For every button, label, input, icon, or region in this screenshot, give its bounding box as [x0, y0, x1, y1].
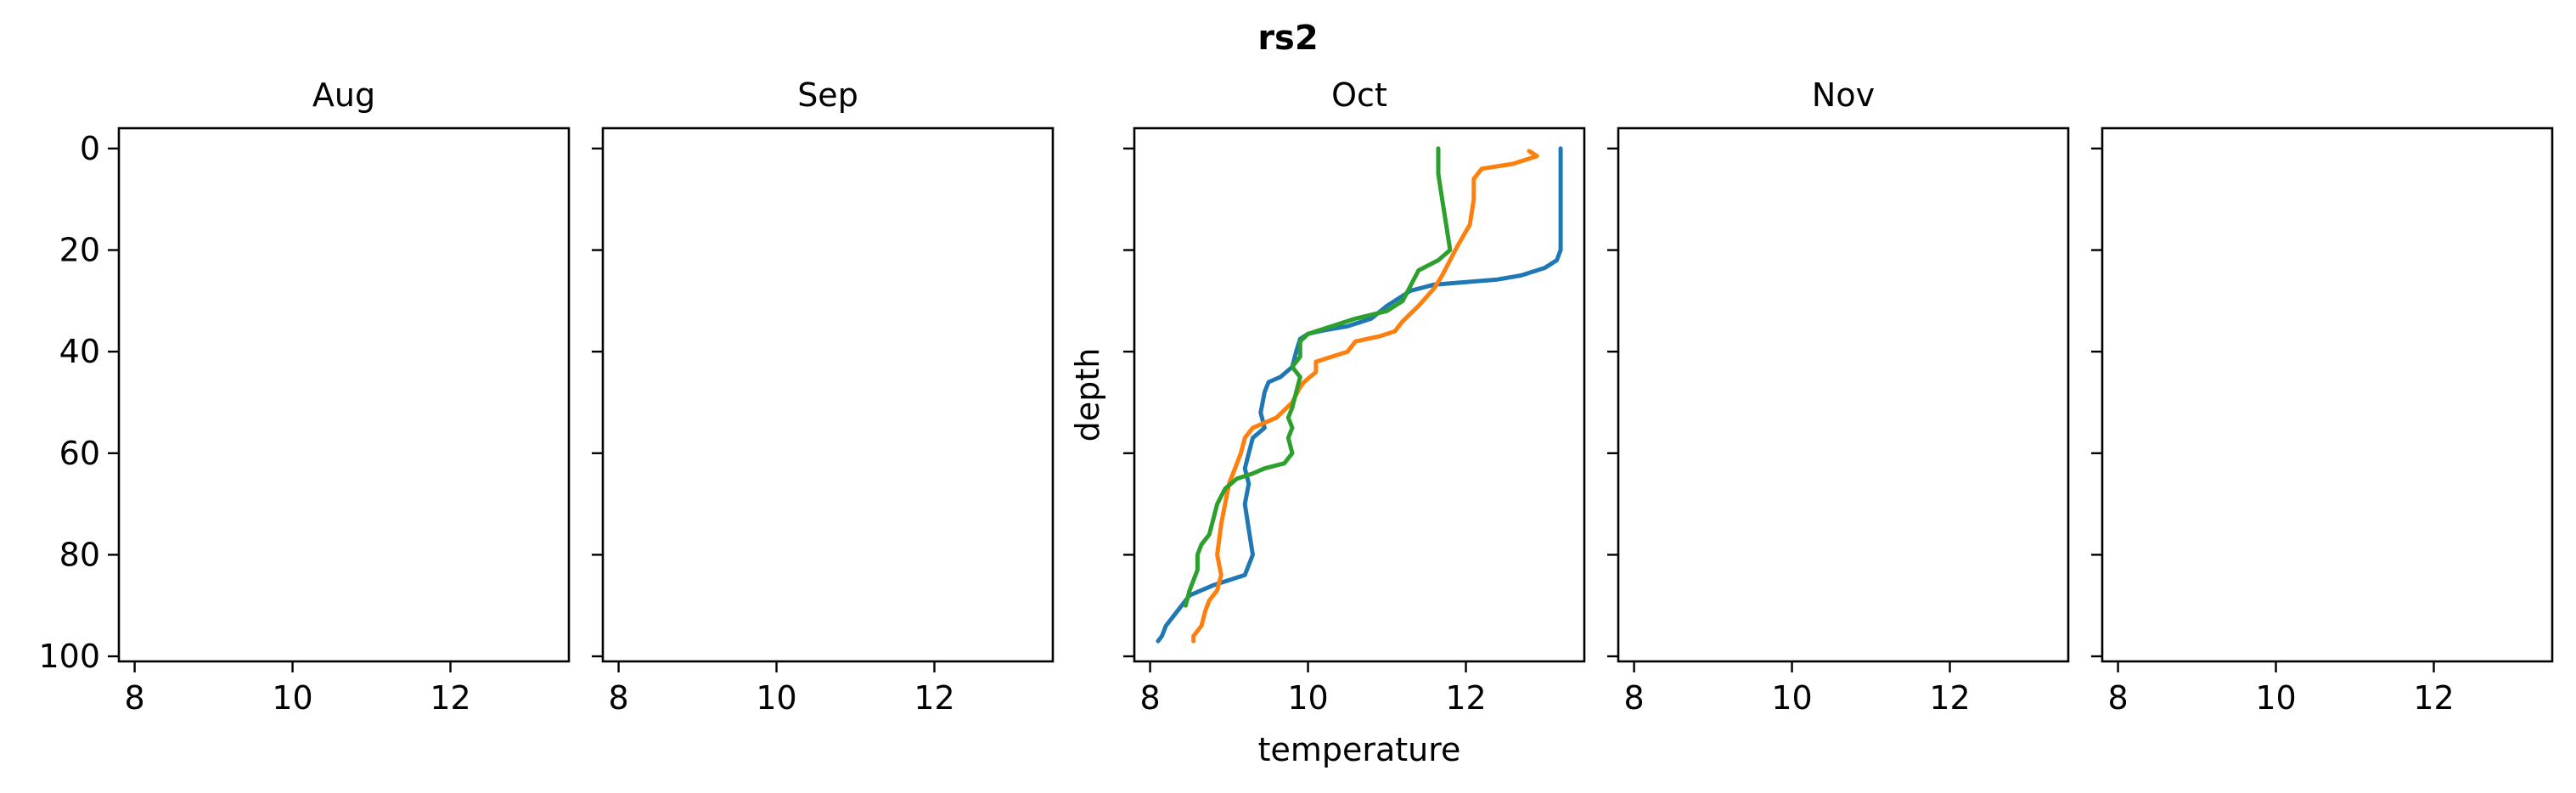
x-tick-label: 12: [1929, 679, 1970, 717]
x-tick-label: 12: [1445, 679, 1486, 717]
y-tick-label: 20: [59, 232, 100, 269]
x-tick-label: 10: [1287, 679, 1328, 717]
x-tick-label: 10: [2255, 679, 2296, 717]
y-tick-label: 40: [59, 333, 100, 370]
panel-nov: Nov 8 10 12: [1607, 76, 2070, 717]
panels: Aug 8 10 12 0 20 40 60 80 100 Sep 8 10 12 Oct 8 10 12 temp…: [38, 76, 2554, 768]
y-tick-label: 0: [80, 130, 100, 167]
panel-title: Oct: [1331, 76, 1387, 114]
series-line-3: [1183, 146, 1453, 608]
figure-title: rs2: [1257, 19, 1318, 58]
y-tick-label: 100: [38, 638, 100, 675]
panel-title: Nov: [1812, 76, 1875, 114]
axes-frame: [1133, 127, 1586, 663]
panel-title: Aug: [312, 76, 375, 114]
axes-frame: [601, 127, 1055, 663]
x-tick-label: 10: [1771, 679, 1812, 717]
x-axis-label: temperature: [1258, 731, 1461, 768]
panel-title: Sep: [797, 76, 858, 114]
series-line-2: [1191, 149, 1539, 644]
y-tick-label: 60: [59, 435, 100, 472]
axes-frame: [117, 127, 571, 663]
x-tick-label: 8: [2108, 679, 2129, 717]
panel-aug: Aug 8 10 12 0 20 40 60 80 100: [38, 76, 571, 717]
x-tick-label: 12: [914, 679, 954, 717]
x-tick-label: 10: [756, 679, 796, 717]
panel-sep: Sep 8 10 12: [592, 76, 1055, 717]
x-tick-label: 8: [1624, 679, 1645, 717]
y-axis-label: depth: [1069, 348, 1106, 442]
panel-oct: Oct 8 10 12 temperature depth: [1069, 76, 1586, 768]
x-tick-label: 8: [609, 679, 629, 717]
x-tick-label: 12: [2413, 679, 2454, 717]
y-tick-label: 80: [59, 536, 100, 573]
x-tick-label: 8: [125, 679, 145, 717]
panel-5: 8 10 12: [2091, 127, 2554, 717]
x-tick-label: 12: [430, 679, 470, 717]
x-tick-label: 8: [1140, 679, 1161, 717]
axes-frame: [1617, 127, 2070, 663]
axes-frame: [2101, 127, 2554, 663]
x-tick-label: 10: [272, 679, 312, 717]
